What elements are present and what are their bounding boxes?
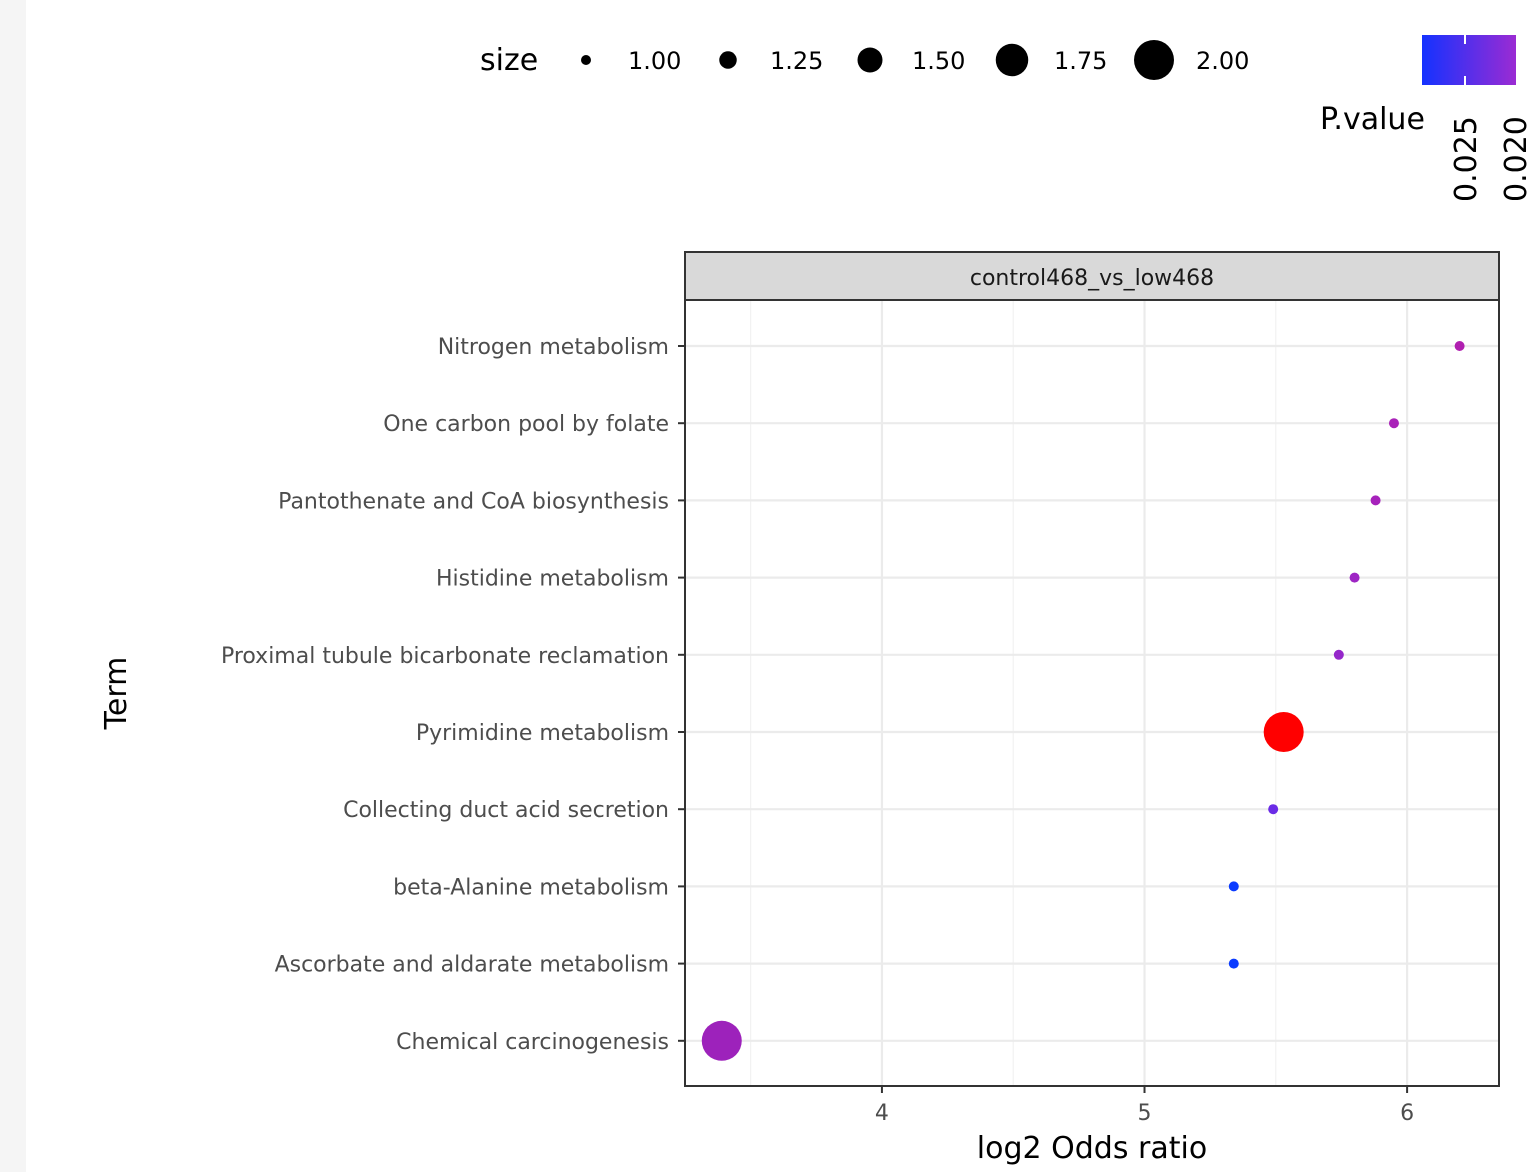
data-point <box>1268 804 1279 815</box>
size-legend-key <box>719 51 737 69</box>
y-tick-label: Nitrogen metabolism <box>438 335 669 360</box>
data-point <box>1263 712 1304 752</box>
data-point <box>1454 341 1465 351</box>
size-legend-label: 1.25 <box>770 47 823 75</box>
data-point <box>1333 649 1344 660</box>
data-point <box>1370 495 1381 506</box>
size-legend-label: 1.00 <box>628 47 681 75</box>
y-tick-label: Collecting duct acid secretion <box>343 798 669 823</box>
size-legend: size 1.00 1.25 1.50 1.75 2.00 <box>480 40 1249 80</box>
color-legend-bar <box>1422 35 1516 85</box>
x-tick-label: 5 <box>1138 1101 1152 1126</box>
figure: size 1.00 1.25 1.50 1.75 2.00 P.value 0.025 … <box>26 0 1534 1172</box>
data-point <box>701 1020 742 1061</box>
size-legend-label: 1.75 <box>1054 47 1107 75</box>
data-point <box>1228 958 1239 969</box>
data-point <box>1388 418 1399 429</box>
y-axis-title: Term <box>99 657 134 731</box>
y-tick-label: Histidine metabolism <box>436 567 669 592</box>
x-tick-label: 6 <box>1400 1101 1414 1126</box>
color-legend-label: 0.020 <box>1499 116 1534 202</box>
size-legend-label: 2.00 <box>1196 47 1249 75</box>
y-tick-label: beta-Alanine metabolism <box>393 875 669 900</box>
y-tick-label: One carbon pool by folate <box>383 412 669 437</box>
panel-border <box>684 299 1500 1087</box>
y-tick-label: Pyrimidine metabolism <box>416 721 669 746</box>
x-axis-title: log2 Odds ratio <box>977 1131 1207 1166</box>
data-point <box>1228 881 1239 892</box>
plot-panel <box>685 300 1499 1086</box>
color-legend-label: 0.025 <box>1449 116 1484 202</box>
facet-strip-label: control468_vs_low468 <box>970 266 1214 291</box>
y-tick-label: Ascorbate and aldarate metabolism <box>275 953 669 978</box>
color-legend-title: P.value <box>1320 102 1425 137</box>
x-tick-label: 4 <box>875 1101 889 1126</box>
y-tick-label: Pantothenate and CoA biosynthesis <box>278 489 669 514</box>
color-legend: P.value 0.025 0.020 <box>1320 35 1534 202</box>
facet-strip <box>684 251 1500 301</box>
size-legend-key <box>1134 40 1174 80</box>
dot-plot: size 1.00 1.25 1.50 1.75 2.00 P.value 0.025 … <box>99 35 1534 1166</box>
size-legend-label: 1.50 <box>912 47 965 75</box>
size-legend-key <box>995 43 1029 77</box>
y-tick-label: Chemical carcinogenesis <box>396 1030 669 1055</box>
size-legend-key <box>581 55 591 65</box>
y-tick-label: Proximal tubule bicarbonate reclamation <box>221 644 669 669</box>
data-point <box>1349 572 1360 583</box>
size-legend-title: size <box>480 43 538 78</box>
size-legend-key <box>857 47 883 73</box>
